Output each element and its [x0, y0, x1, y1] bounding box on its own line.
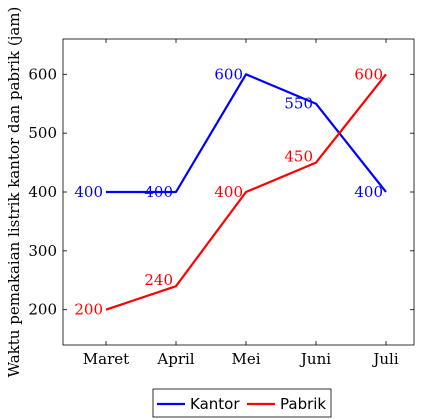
series-lines — [105, 73, 387, 311]
y-tick-label: 300 — [28, 242, 57, 260]
x-tick-label: April — [156, 350, 194, 368]
data-label-kantor: 600 — [214, 65, 243, 83]
y-axis-label: Waktu pemakaian listrik kantor dan pabri… — [5, 7, 23, 378]
data-label-kantor: 400 — [74, 183, 103, 201]
y-tick-label: 600 — [28, 65, 57, 83]
data-label-pabrik: 400 — [214, 183, 243, 201]
data-label-pabrik: 600 — [354, 65, 383, 83]
series-line-kantor — [106, 73, 387, 194]
data-labels: 400 400 600 550 400 200 240 400 450 600 — [74, 65, 383, 318]
y-tick-label: 400 — [28, 183, 57, 201]
data-label-kantor: 400 — [354, 183, 383, 201]
x-tick-label: Juli — [371, 350, 398, 368]
series-line-pabrik — [105, 73, 387, 311]
legend-label-kantor: Kantor — [190, 395, 240, 413]
legend-label-pabrik: Pabrik — [280, 395, 326, 413]
x-tick-label: Maret — [83, 350, 129, 368]
legend: Kantor Pabrik — [152, 388, 332, 418]
data-label-pabrik: 240 — [144, 271, 173, 289]
data-label-pabrik: 200 — [74, 301, 103, 319]
x-axis-ticks: Maret April Mei Juni Juli — [83, 39, 399, 368]
x-tick-label: Juni — [299, 350, 331, 368]
y-tick-label: 200 — [28, 301, 57, 319]
data-label-kantor: 550 — [284, 95, 313, 113]
data-label-pabrik: 450 — [284, 148, 313, 166]
data-label-kantor: 400 — [144, 183, 173, 201]
x-tick-label: Mei — [231, 350, 260, 368]
y-tick-label: 500 — [28, 124, 57, 142]
y-axis-ticks: 200 300 400 500 600 — [28, 65, 414, 319]
